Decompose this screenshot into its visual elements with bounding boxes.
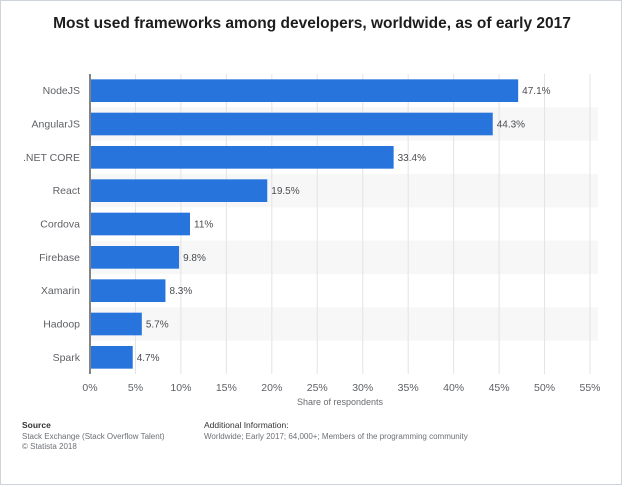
bar-xamarin [91,279,166,302]
x-tick-label: 45% [489,382,510,394]
category-label: Cordova [40,219,80,231]
x-tick-label: 5% [128,382,143,394]
category-label: Spark [53,352,81,364]
category-label: Xamarin [41,285,80,297]
source-line: Stack Exchange (Stack Overflow Talent) [22,432,165,441]
x-tick-label: 55% [579,382,600,394]
bar-nodejs [91,79,519,102]
x-tick-label: 40% [443,382,464,394]
value-label: 19.5% [271,186,299,197]
value-label: 9.8% [183,253,206,264]
bar-angularjs [91,112,493,136]
info-text: Worldwide; Early 2017; 64,000+; Members … [204,432,468,441]
value-label: 44.3% [497,120,525,131]
value-label: 4.7% [137,353,160,364]
bar-react [91,179,268,202]
x-tick-label: 30% [352,382,373,394]
x-tick-label: 35% [398,382,419,394]
bar-spark [91,346,133,369]
value-label: 5.7% [146,320,169,331]
labels: 0% 5% 10% 15% 20% 25% 30% 35% 40% 45% 50% 55% NodeJS… [23,85,600,394]
category-label: React [53,185,81,197]
category-label: Firebase [39,252,80,264]
value-label: 8.3% [169,286,192,297]
footer-additional-info: Additional Information: Worldwide; Early… [204,420,468,442]
value-label: 33.4% [398,153,426,164]
x-axis-title: Share of respondents [297,397,384,407]
category-label: .NET CORE [23,152,80,164]
row-band [90,307,598,341]
category-label: NodeJS [43,85,80,97]
x-tick-label: 10% [170,382,191,394]
info-heading: Additional Information: [204,420,289,430]
footer-source: Source Stack Exchange (Stack Overflow Ta… [22,420,165,452]
value-label: 47.1% [522,86,550,97]
bar-net-core [91,146,394,169]
copyright-line: © Statista 2018 [22,442,77,451]
bar-hadoop [91,312,142,336]
x-tick-label: 50% [534,382,555,394]
category-label: AngularJS [32,119,80,131]
chart-title: Most used frameworks among developers, w… [53,15,571,32]
bars [91,79,519,369]
x-tick-label: 20% [261,382,282,394]
category-label: Hadoop [43,319,80,331]
x-tick-label: 25% [307,382,328,394]
bar-cordova [91,212,190,236]
bar-firebase [91,246,180,269]
value-label: 11% [194,220,213,231]
x-tick-label: 0% [82,382,97,394]
x-tick-label: 15% [216,382,237,394]
source-heading: Source [22,420,51,430]
